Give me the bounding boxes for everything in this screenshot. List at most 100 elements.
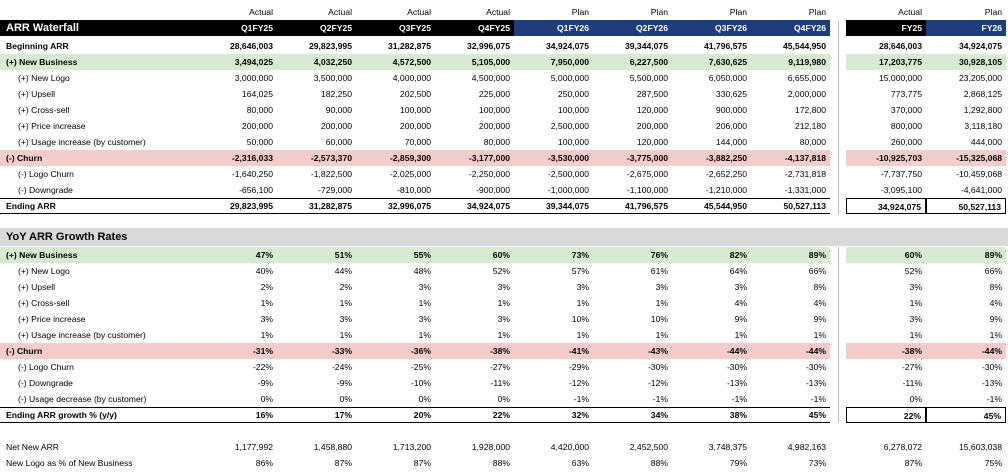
period-header-q2fy25[interactable]: Q2FY25 xyxy=(277,20,356,36)
value-cell[interactable]: 4,982,163 xyxy=(787,442,826,452)
value-cell[interactable]: 100,000 xyxy=(557,105,589,115)
value-cell[interactable]: 200,000 xyxy=(241,121,273,131)
fy-value-cell[interactable]: 1% xyxy=(909,298,922,308)
value-cell[interactable]: -9% xyxy=(257,378,273,388)
value-cell[interactable]: 34,924,075 xyxy=(545,41,589,51)
value-cell[interactable]: -2,731,818 xyxy=(784,169,826,179)
value-cell[interactable]: 200,000 xyxy=(636,121,668,131)
value-cell[interactable]: 34,924,075 xyxy=(466,201,510,211)
value-cell[interactable]: 1% xyxy=(576,298,589,308)
fy-value-cell[interactable]: -44% xyxy=(981,346,1002,356)
value-cell[interactable]: 3% xyxy=(734,282,747,292)
value-cell[interactable]: 39,344,075 xyxy=(624,41,668,51)
value-cell[interactable]: 144,000 xyxy=(715,137,747,147)
value-cell[interactable]: 80,000 xyxy=(246,105,273,115)
fy-header-fy25[interactable]: FY25 xyxy=(846,20,926,36)
value-cell[interactable]: 4% xyxy=(734,298,747,308)
value-cell[interactable]: 20% xyxy=(413,410,431,420)
fy-value-cell[interactable]: 15,000,000 xyxy=(878,73,922,83)
value-cell[interactable]: 1,177,992 xyxy=(234,442,273,452)
value-cell[interactable]: 88% xyxy=(492,458,510,468)
value-cell[interactable]: 34% xyxy=(650,410,668,420)
value-cell[interactable]: 41,796,575 xyxy=(624,201,668,211)
value-cell[interactable]: 3,500,000 xyxy=(313,73,352,83)
value-cell[interactable]: 900,000 xyxy=(715,105,747,115)
period-header-q1fy26[interactable]: Q1FY26 xyxy=(514,20,593,36)
period-header-q3fy26[interactable]: Q3FY26 xyxy=(672,20,751,36)
value-cell[interactable]: 31,282,875 xyxy=(308,201,352,211)
value-cell[interactable]: 1% xyxy=(655,330,668,340)
value-cell[interactable]: -44% xyxy=(726,346,747,356)
value-cell[interactable]: -3,775,000 xyxy=(626,153,668,163)
value-cell[interactable]: 3% xyxy=(260,314,273,324)
value-cell[interactable]: 5,105,000 xyxy=(471,57,510,67)
value-cell[interactable]: 9% xyxy=(734,314,747,324)
fy-value-cell[interactable]: 1% xyxy=(989,330,1002,340)
fy-value-cell[interactable]: 30,928,105 xyxy=(958,57,1002,67)
fy-value-cell[interactable]: 17,203,775 xyxy=(878,57,922,67)
value-cell[interactable]: 4,000,000 xyxy=(392,73,431,83)
fy-value-cell[interactable]: 1% xyxy=(909,330,922,340)
value-cell[interactable]: 1% xyxy=(260,330,273,340)
fy-value-cell[interactable]: 87% xyxy=(904,458,922,468)
value-cell[interactable]: 2% xyxy=(339,282,352,292)
value-cell[interactable]: 1% xyxy=(260,298,273,308)
value-cell[interactable]: 7,630,625 xyxy=(708,57,747,67)
value-cell[interactable]: -38% xyxy=(489,346,510,356)
fy-value-cell[interactable]: 34,924,075 xyxy=(958,41,1002,51)
value-cell[interactable]: 164,025 xyxy=(241,89,273,99)
value-cell[interactable]: 6,050,000 xyxy=(708,73,747,83)
value-cell[interactable]: 6,655,000 xyxy=(787,73,826,83)
value-cell[interactable]: 3,000,000 xyxy=(234,73,273,83)
fy-value-cell[interactable]: -1% xyxy=(986,394,1002,404)
value-cell[interactable]: 8% xyxy=(813,282,826,292)
fy-value-cell[interactable]: -3,095,100 xyxy=(880,185,922,195)
value-cell[interactable]: -9% xyxy=(336,378,352,388)
value-cell[interactable]: 32,996,075 xyxy=(387,201,431,211)
value-cell[interactable]: 1% xyxy=(497,330,510,340)
value-cell[interactable]: 182,250 xyxy=(320,89,352,99)
value-cell[interactable]: 50,527,113 xyxy=(783,201,826,211)
value-cell[interactable]: -1,210,000 xyxy=(705,185,747,195)
fy-value-cell[interactable]: 773,775 xyxy=(890,89,922,99)
value-cell[interactable]: 200,000 xyxy=(320,121,352,131)
value-cell[interactable]: 287,500 xyxy=(636,89,668,99)
value-cell[interactable]: -36% xyxy=(410,346,431,356)
value-cell[interactable]: 0% xyxy=(418,394,431,404)
value-cell[interactable]: 48% xyxy=(413,266,431,276)
period-header-q3fy25[interactable]: Q3FY25 xyxy=(356,20,435,36)
value-cell[interactable]: -2,859,300 xyxy=(389,153,431,163)
value-cell[interactable]: 1% xyxy=(813,330,826,340)
value-cell[interactable]: 3% xyxy=(576,282,589,292)
fy-value-cell[interactable]: 9% xyxy=(989,314,1002,324)
fy-value-cell[interactable]: 800,000 xyxy=(890,121,922,131)
value-cell[interactable]: -13% xyxy=(726,378,747,388)
value-cell[interactable]: 41,796,575 xyxy=(703,41,747,51)
fy-value-cell[interactable]: 23,205,000 xyxy=(958,73,1002,83)
value-cell[interactable]: -1,000,000 xyxy=(547,185,589,195)
fy-value-cell[interactable]: -27% xyxy=(901,362,922,372)
value-cell[interactable]: 52% xyxy=(492,266,510,276)
fy-value-cell[interactable]: 2,868,125 xyxy=(963,89,1002,99)
value-cell[interactable]: 3,748,375 xyxy=(708,442,747,452)
value-cell[interactable]: -2,500,000 xyxy=(547,169,589,179)
value-cell[interactable]: -33% xyxy=(331,346,352,356)
value-cell[interactable]: 5,500,000 xyxy=(629,73,668,83)
value-cell[interactable]: 4,032,250 xyxy=(313,57,352,67)
value-cell[interactable]: -3,882,250 xyxy=(705,153,747,163)
value-cell[interactable]: 2,000,000 xyxy=(787,89,826,99)
value-cell[interactable]: 82% xyxy=(729,250,747,260)
value-cell[interactable]: 3% xyxy=(497,282,510,292)
value-cell[interactable]: 330,625 xyxy=(715,89,747,99)
value-cell[interactable]: 1% xyxy=(497,298,510,308)
value-cell[interactable]: -3,530,000 xyxy=(547,153,589,163)
value-cell[interactable]: -1,640,250 xyxy=(231,169,273,179)
value-cell[interactable]: 100,000 xyxy=(557,137,589,147)
value-cell[interactable]: 55% xyxy=(413,250,431,260)
value-cell[interactable]: 120,000 xyxy=(636,137,668,147)
value-cell[interactable]: 47% xyxy=(255,250,273,260)
value-cell[interactable]: 70,000 xyxy=(404,137,431,147)
value-cell[interactable]: 64% xyxy=(729,266,747,276)
value-cell[interactable]: -41% xyxy=(568,346,589,356)
value-cell[interactable]: -4,137,818 xyxy=(784,153,826,163)
